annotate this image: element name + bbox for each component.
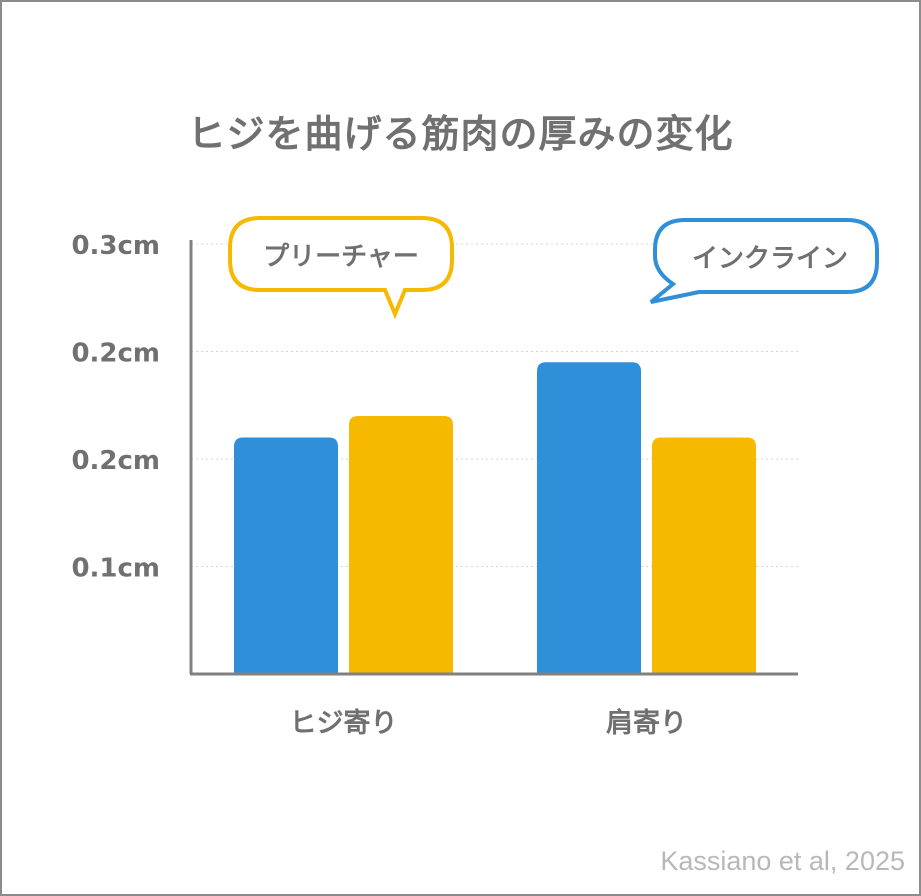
x-tick-label: ヒジ寄り — [290, 707, 398, 739]
bar-incline-shoulder — [537, 362, 641, 674]
y-tick-label: 0.1cm — [71, 554, 160, 584]
bar-preacher-shoulder — [652, 437, 756, 674]
legend-label-preacher: プリーチャー — [263, 242, 419, 272]
x-tick-label: 肩寄り — [606, 707, 687, 739]
bar-incline-elbow — [234, 437, 338, 674]
y-tick-label: 0.2cm — [71, 446, 160, 476]
incline-callout — [649, 218, 879, 304]
source-citation: Kassiano et al, 2025 — [660, 846, 905, 876]
y-tick-label: 0.2cm — [71, 339, 160, 369]
bar-preacher-elbow — [349, 416, 453, 674]
chart-title: ヒジを曲げる筋肉の厚みの変化 — [187, 112, 734, 156]
y-tick-label: 0.3cm — [71, 231, 160, 261]
legend-label-incline: インクライン — [692, 244, 848, 274]
preacher-callout — [228, 216, 454, 320]
